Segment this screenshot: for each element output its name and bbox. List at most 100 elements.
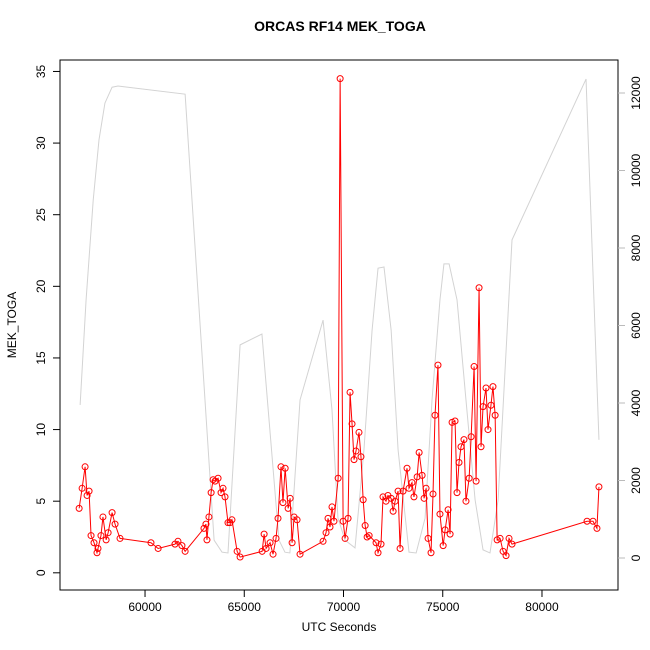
data-point: [111, 520, 119, 528]
data-point: [491, 411, 499, 419]
data-point: [457, 443, 465, 451]
data-point: [444, 506, 452, 514]
data-point: [236, 553, 244, 561]
data-point: [99, 513, 107, 521]
data-point: [418, 471, 426, 479]
data-point: [410, 493, 418, 501]
data-point: [429, 490, 437, 498]
data-point: [462, 497, 470, 505]
y-tick-label: 35: [34, 64, 48, 78]
data-point: [326, 523, 334, 531]
data-point: [203, 536, 211, 544]
data-point: [219, 484, 227, 492]
data-point: [465, 474, 473, 482]
data-point: [277, 463, 285, 471]
data-point: [420, 494, 428, 502]
data-point: [424, 534, 432, 542]
data-point: [453, 489, 461, 497]
data-point: [272, 534, 280, 542]
data-point: [334, 474, 342, 482]
x-tick-label: 75000: [426, 600, 460, 614]
y-tick-label: 5: [34, 498, 48, 505]
y-tick-label: 10: [34, 423, 48, 437]
data-point: [470, 363, 478, 371]
data-point: [363, 533, 371, 541]
chart-title: ORCAS RF14 MEK_TOGA: [254, 18, 426, 34]
y2-tick-label: 12000: [629, 76, 643, 110]
data-point: [279, 499, 287, 507]
data-point: [394, 487, 402, 495]
data-point: [439, 542, 447, 550]
data-point: [408, 479, 416, 487]
data-point: [431, 411, 439, 419]
data-point: [266, 539, 274, 547]
data-point: [104, 529, 112, 537]
data-point: [413, 473, 421, 481]
data-point: [217, 489, 225, 497]
data-point: [436, 510, 444, 518]
data-point: [374, 549, 382, 557]
x-tick-label: 80000: [525, 600, 559, 614]
data-point: [293, 516, 301, 524]
data-point: [422, 484, 430, 492]
y-tick-label: 30: [34, 136, 48, 150]
data-point: [154, 544, 162, 552]
data-point: [87, 532, 95, 540]
data-point: [434, 361, 442, 369]
data-point: [460, 436, 468, 444]
y2-tick-label: 2000: [629, 467, 643, 494]
data-point: [209, 476, 217, 484]
data-point: [346, 388, 354, 396]
data-point: [202, 520, 210, 528]
data-point: [365, 532, 373, 540]
data-point: [328, 503, 336, 511]
data-point: [496, 534, 504, 542]
data-point: [502, 552, 510, 560]
data-point: [286, 494, 294, 502]
data-point: [427, 549, 435, 557]
data-point: [228, 516, 236, 524]
y-tick-label: 20: [34, 279, 48, 293]
data-point: [396, 544, 404, 552]
data-point: [403, 464, 411, 472]
data-point: [357, 453, 365, 461]
data-point: [83, 491, 91, 499]
data-point: [262, 544, 270, 552]
data-point: [281, 464, 289, 472]
data-point: [595, 483, 603, 491]
data-point: [336, 75, 344, 83]
data-point: [214, 474, 222, 482]
data-point: [221, 493, 229, 501]
data-point: [482, 384, 490, 392]
data-point: [174, 537, 182, 545]
y-tick-label: 0: [34, 569, 48, 576]
data-point: [348, 420, 356, 428]
data-point: [207, 489, 215, 497]
data-point: [322, 529, 330, 537]
data-point: [372, 539, 380, 547]
y-tick-label: 25: [34, 208, 48, 222]
data-point: [341, 534, 349, 542]
data-point: [508, 540, 516, 548]
data-point: [205, 513, 213, 521]
data-point: [391, 497, 399, 505]
data-point: [288, 539, 296, 547]
data-point: [405, 484, 413, 492]
data-point: [75, 504, 83, 512]
data-point: [355, 428, 363, 436]
data-point: [296, 550, 304, 558]
data-point: [593, 524, 601, 532]
data-point: [116, 534, 124, 542]
y2-tick-label: 6000: [629, 312, 643, 339]
data-point: [269, 550, 277, 558]
data-point: [85, 487, 93, 495]
data-point: [352, 447, 360, 455]
data-point: [446, 530, 454, 538]
data-point: [274, 514, 282, 522]
y2-tick-label: 10000: [629, 154, 643, 188]
data-point: [97, 532, 105, 540]
data-point: [455, 459, 463, 467]
data-point: [467, 433, 475, 441]
data-point: [330, 517, 338, 525]
